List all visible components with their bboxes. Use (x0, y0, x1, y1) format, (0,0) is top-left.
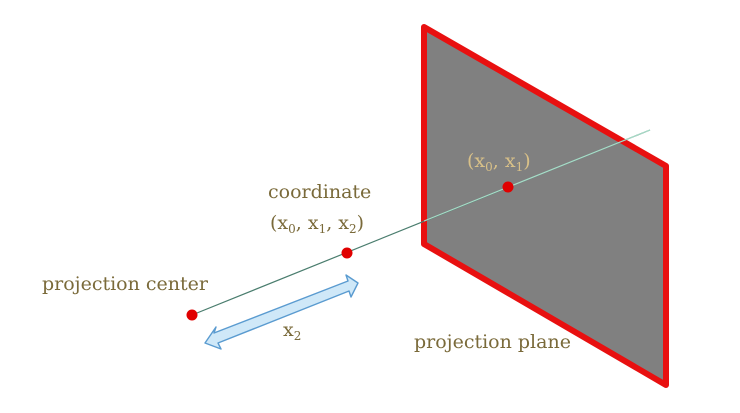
coordinate-point (341, 247, 353, 259)
projection-center-point (186, 309, 198, 321)
distance-double-arrow (204, 274, 359, 350)
projection-plane-label: projection plane (414, 331, 571, 353)
projection-plane (421, 24, 669, 388)
projection-center-label: projection center (42, 273, 209, 295)
coordinate-tuple-label: (x0, x1, x2) (270, 212, 364, 236)
projection-ray-on-plane (423, 129, 651, 222)
coordinate-title-label: coordinate (268, 181, 371, 203)
projected-point (502, 181, 514, 193)
distance-label: x2 (283, 319, 301, 343)
